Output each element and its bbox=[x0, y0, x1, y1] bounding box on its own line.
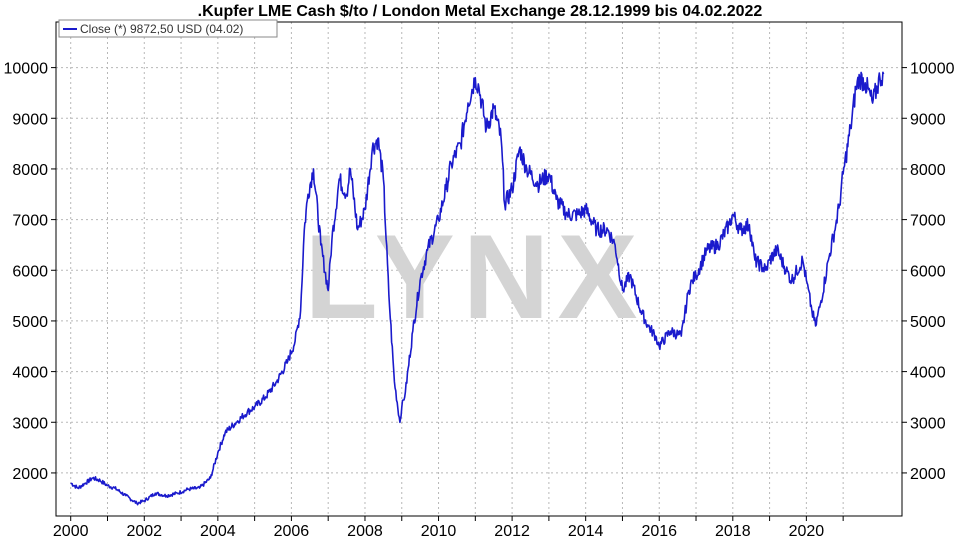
y-tick-label: 2000 bbox=[12, 466, 48, 483]
legend-label: Close (*) 9872,50 USD (04.02) bbox=[80, 22, 243, 36]
x-axis: 2000 2002 2004 2006 2008 2010 2012 2014 2016 2018… bbox=[53, 516, 844, 540]
watermark: LYNX bbox=[304, 210, 645, 344]
grid bbox=[56, 22, 902, 516]
y-tick-label: 6000 bbox=[12, 263, 48, 280]
y-tick-label: 4000 bbox=[12, 365, 48, 382]
y-tick-label: 10000 bbox=[910, 61, 955, 78]
y-tick-label: 6000 bbox=[910, 263, 946, 280]
x-tick-label: 2008 bbox=[347, 523, 383, 540]
x-tick-label: 2000 bbox=[53, 523, 89, 540]
y-tick-label: 3000 bbox=[12, 415, 48, 432]
x-tick-label: 2018 bbox=[715, 523, 751, 540]
x-tick-label: 2006 bbox=[274, 523, 310, 540]
series-line bbox=[70, 71, 885, 506]
y-axis-left: 2000 3000 4000 5000 6000 7000 8000 9000 10000 bbox=[4, 61, 56, 483]
y-tick-label: 8000 bbox=[12, 162, 48, 179]
y-axis-right: 2000 3000 4000 5000 6000 7000 8000 9000 10000 bbox=[902, 61, 955, 483]
x-tick-label: 2020 bbox=[789, 523, 825, 540]
y-tick-label: 7000 bbox=[12, 213, 48, 230]
y-tick-label: 3000 bbox=[910, 415, 946, 432]
chart-title: .Kupfer LME Cash $/to / London Metal Exc… bbox=[198, 3, 763, 20]
legend-box bbox=[58, 19, 278, 38]
y-tick-label: 8000 bbox=[910, 162, 946, 179]
x-tick-label: 2016 bbox=[641, 523, 677, 540]
x-tick-label: 2014 bbox=[568, 523, 604, 540]
x-tick-label: 2002 bbox=[126, 523, 162, 540]
y-tick-label: 5000 bbox=[12, 314, 48, 331]
plot-area bbox=[70, 71, 885, 506]
y-tick-label: 9000 bbox=[12, 111, 48, 128]
plot-frame bbox=[55, 21, 903, 517]
x-tick-label: 2010 bbox=[421, 523, 457, 540]
y-tick-label: 5000 bbox=[910, 314, 946, 331]
legend: Close (*) 9872,50 USD (04.02) bbox=[58, 19, 278, 38]
y-tick-label: 9000 bbox=[910, 111, 946, 128]
y-tick-label: 7000 bbox=[910, 213, 946, 230]
x-tick-label: 2012 bbox=[494, 523, 530, 540]
y-tick-label: 4000 bbox=[910, 365, 946, 382]
y-tick-label: 10000 bbox=[4, 61, 49, 78]
x-tick-label: 2004 bbox=[200, 523, 236, 540]
y-tick-label: 2000 bbox=[910, 466, 946, 483]
